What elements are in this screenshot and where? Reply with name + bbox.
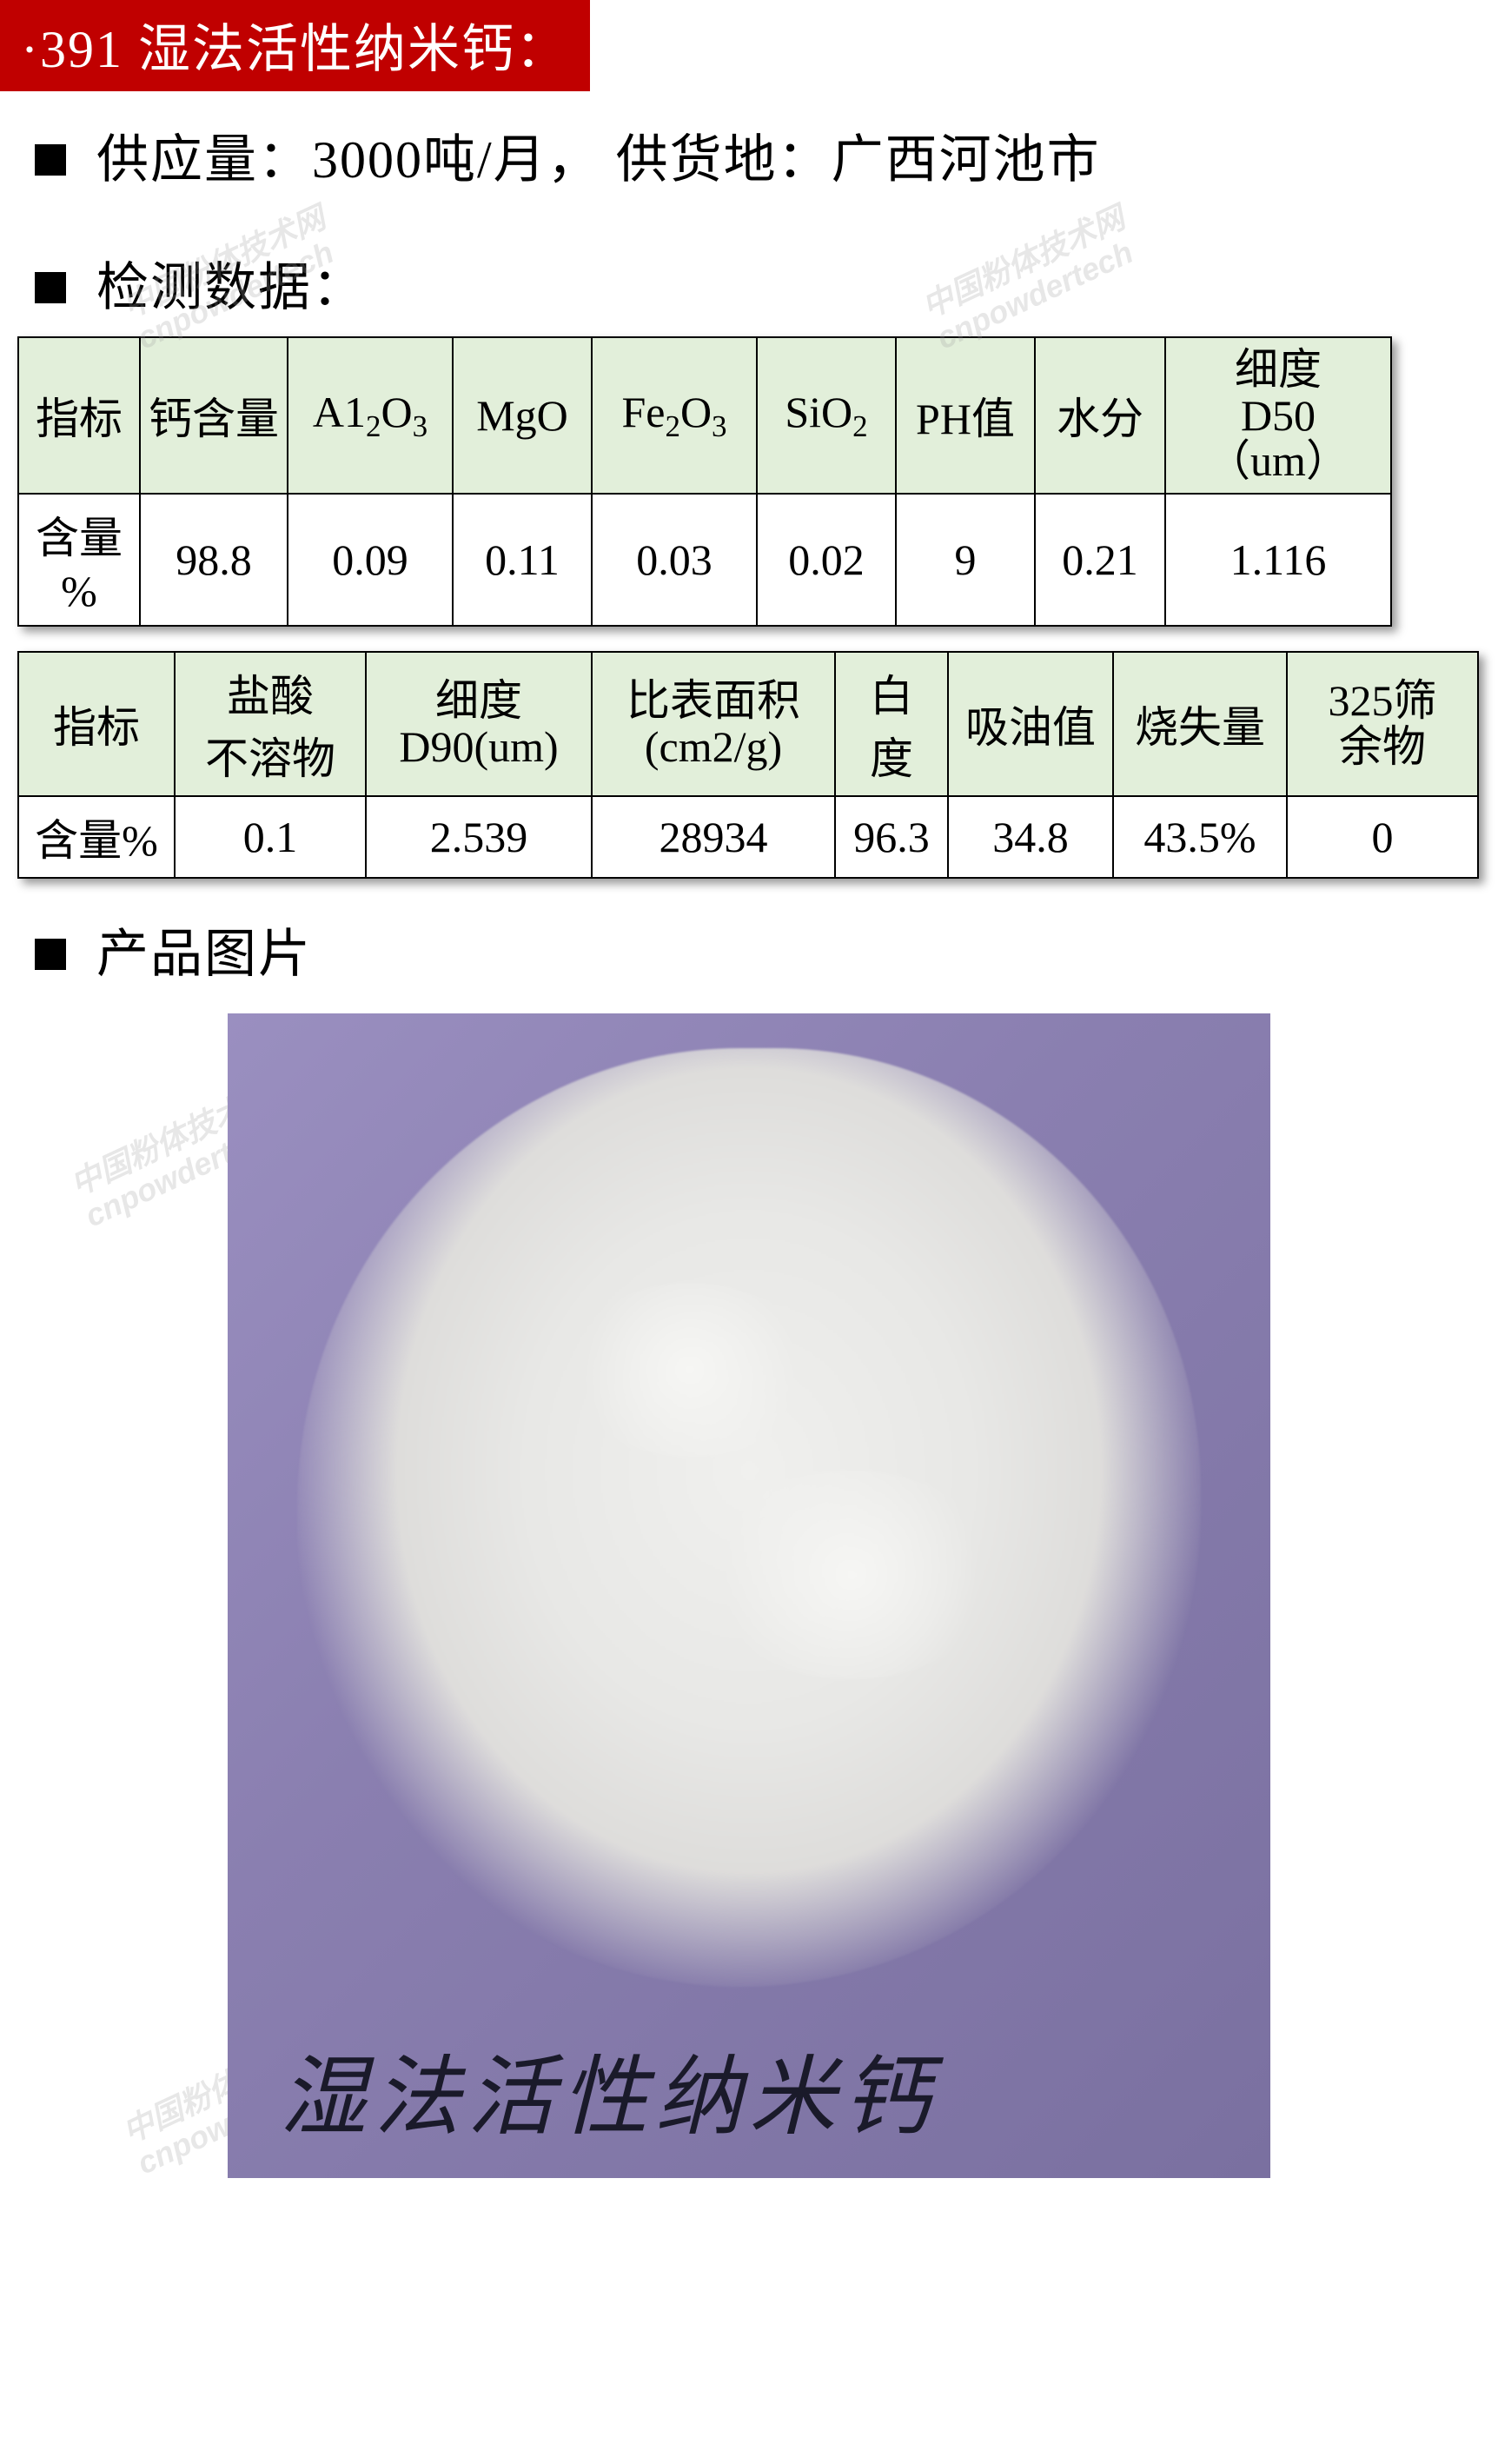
table-data-cell: 0.03 (592, 494, 757, 626)
table-header-cell: MgO (453, 337, 592, 494)
test-data-heading: 检测数据： (0, 202, 1498, 329)
product-title-text: ·391 湿法活性纳米钙： (21, 21, 569, 78)
table-data-cell: 0.21 (1035, 494, 1165, 626)
table-header-cell: 水分 (1035, 337, 1165, 494)
product-title-banner: ·391 湿法活性纳米钙： (0, 0, 590, 91)
table-header-cell: 比表面积(cm2/g) (592, 652, 835, 796)
product-photo: 湿法活性纳米钙 (228, 1013, 1270, 2178)
table-header-cell: 吸油值 (948, 652, 1113, 796)
test-data-table-1: 指标钙含量A12O3MgOFe2O3SiO2PH值水分细度D50（um）含量%9… (17, 336, 1392, 627)
table-data-cell: 0 (1287, 796, 1478, 878)
table-header-cell: SiO2 (757, 337, 896, 494)
table-header-cell: 325筛余物 (1287, 652, 1478, 796)
table-header-cell: 盐酸不溶物 (175, 652, 366, 796)
table-data-cell: 28934 (592, 796, 835, 878)
table-data-cell: 98.8 (140, 494, 288, 626)
table-data-cell: 0.1 (175, 796, 366, 878)
table-header-cell: Fe2O3 (592, 337, 757, 494)
table-data-cell: 0.02 (757, 494, 896, 626)
table-data-cell: 1.116 (1165, 494, 1391, 626)
test-data-label-text: 检测数据： (96, 259, 366, 316)
table-data-cell: 2.539 (366, 796, 592, 878)
table-header-cell: PH值 (896, 337, 1035, 494)
table-header-cell: 细度D90(um) (366, 652, 592, 796)
table-row-label: 含量% (18, 494, 140, 626)
table-header-cell: 烧失量 (1113, 652, 1287, 796)
table-data-cell: 9 (896, 494, 1035, 626)
powder-pile-graphic (297, 1048, 1201, 1987)
table-header-cell: 指标 (18, 337, 140, 494)
bullet-square-icon (35, 272, 66, 303)
handwritten-caption: 湿法活性纳米钙 (280, 2026, 937, 2152)
table-header-cell: A12O3 (288, 337, 453, 494)
table-data-cell: 0.09 (288, 494, 453, 626)
table-data-cell: 0.11 (453, 494, 592, 626)
product-image-heading: 产品图片 (0, 903, 1498, 996)
supply-info-text: 供应量：3000吨/月， 供货地：广西河池市 (96, 131, 1101, 189)
test-data-table-2: 指标盐酸不溶物细度D90(um)比表面积(cm2/g)白度吸油值烧失量325筛余… (17, 651, 1479, 879)
table-header-cell: 白度 (835, 652, 948, 796)
product-image-label-text: 产品图片 (96, 926, 312, 983)
table-header-cell: 钙含量 (140, 337, 288, 494)
table-data-cell: 96.3 (835, 796, 948, 878)
table-data-cell: 34.8 (948, 796, 1113, 878)
table-data-cell: 43.5% (1113, 796, 1287, 878)
supply-info-line: 供应量：3000吨/月， 供货地：广西河池市 (0, 91, 1498, 202)
table-row-label: 含量% (18, 796, 175, 878)
table-header-cell: 指标 (18, 652, 175, 796)
bullet-square-icon (35, 939, 66, 970)
table-header-cell: 细度D50（um） (1165, 337, 1391, 494)
bullet-square-icon (35, 144, 66, 176)
